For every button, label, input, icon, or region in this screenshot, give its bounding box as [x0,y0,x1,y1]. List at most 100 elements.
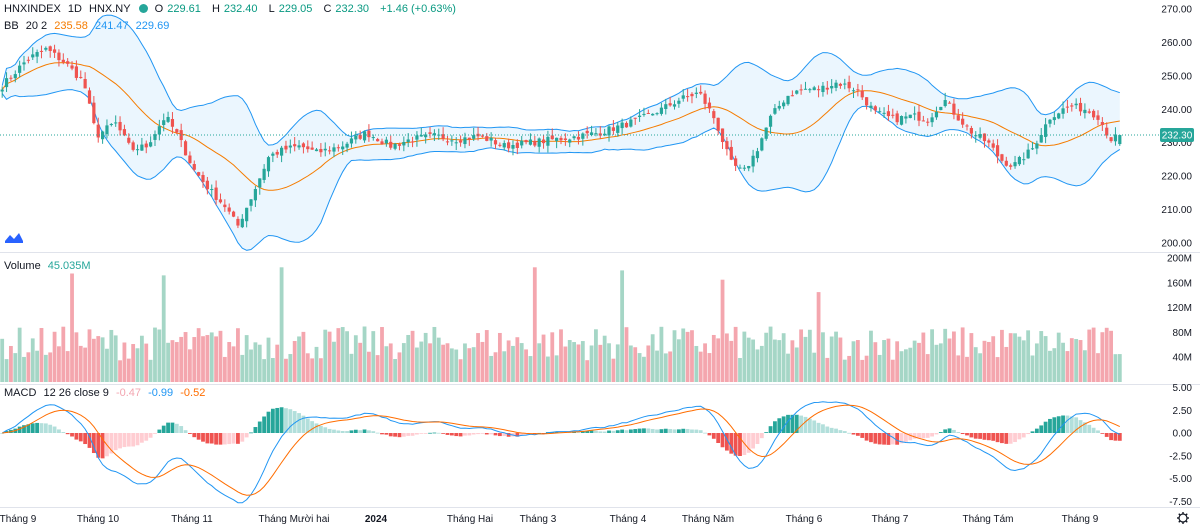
macd-histogram-bar[interactable] [161,425,166,433]
macd-histogram-bar[interactable] [1069,416,1074,433]
candle[interactable] [865,97,869,106]
volume-bar[interactable] [1008,333,1013,382]
macd-histogram-bar[interactable] [1100,433,1105,434]
volume-bar[interactable] [803,336,808,382]
volume-bar[interactable] [773,339,777,382]
macd-histogram-bar[interactable] [96,433,101,458]
volume-bar[interactable] [768,326,773,382]
volume-bar[interactable] [1026,330,1031,382]
candle[interactable] [397,144,402,146]
macd-histogram-bar[interactable] [777,418,782,433]
macd-histogram-bar[interactable] [1021,433,1026,438]
candle[interactable] [616,125,620,133]
candle[interactable] [236,218,240,226]
candle[interactable] [354,135,358,140]
candle[interactable] [703,93,707,104]
gear-icon[interactable] [1177,512,1189,524]
candle[interactable] [271,153,275,156]
volume-bar[interactable] [458,359,463,382]
volume-bar[interactable] [1113,354,1118,382]
candle[interactable] [524,140,528,143]
candle[interactable] [362,131,367,141]
candle[interactable] [1052,117,1056,121]
macd-histogram-bar[interactable] [179,426,184,433]
candle[interactable] [170,118,175,127]
macd-histogram-bar[interactable] [869,433,873,443]
macd-histogram-bar[interactable] [406,433,411,436]
volume-bar[interactable] [188,349,192,382]
volume-bar[interactable] [166,342,170,382]
candle[interactable] [633,117,637,119]
macd-histogram-bar[interactable] [899,433,904,444]
candle[interactable] [1035,143,1039,149]
candle[interactable] [323,148,327,151]
macd-histogram-bar[interactable] [943,429,948,433]
candle[interactable] [227,207,231,212]
candle[interactable] [441,134,445,139]
candle[interactable] [899,116,904,125]
volume-bar[interactable] [925,354,930,382]
macd-name[interactable]: MACD [4,387,37,399]
macd-histogram-bar[interactable] [764,432,769,433]
volume-bar[interactable] [681,328,686,382]
volume-bar[interactable] [890,359,895,382]
candle[interactable] [223,204,227,208]
macd-histogram-bar[interactable] [965,433,969,436]
candle[interactable] [389,141,393,148]
volume-bar[interactable] [17,327,22,382]
candle[interactable] [511,145,515,149]
candle[interactable] [895,113,899,123]
candle[interactable] [424,134,428,138]
macd-legend[interactable]: MACD 12 26 close 9 -0.47 -0.99 -0.52 [4,387,209,399]
candle[interactable] [699,91,703,94]
candle[interactable] [1043,124,1048,137]
volume-bar[interactable] [83,347,88,382]
candle[interactable] [651,113,655,116]
volume-bar[interactable] [637,353,642,382]
macd-histogram-bar[interactable] [39,423,44,433]
candle[interactable] [92,102,96,124]
candle[interactable] [969,127,973,134]
macd-histogram-bar[interactable] [628,429,633,433]
macd-histogram-bar[interactable] [1087,424,1092,433]
candle[interactable] [782,102,786,107]
volume-bar[interactable] [297,336,301,382]
macd-histogram-bar[interactable] [855,433,860,436]
candle[interactable] [952,103,956,115]
volume-bar[interactable] [9,345,13,382]
volume-bar[interactable] [1100,332,1105,382]
candle[interactable] [742,167,746,169]
macd-histogram-bar[interactable] [903,433,908,442]
macd-histogram-bar[interactable] [318,425,323,433]
candle[interactable] [856,89,860,91]
candle[interactable] [1030,148,1035,150]
volume-bar[interactable] [183,332,188,382]
candle[interactable] [795,90,799,94]
candle[interactable] [620,122,624,129]
candle[interactable] [188,155,192,164]
volume-bar[interactable] [759,345,764,382]
volume-bar[interactable] [1117,354,1122,382]
candle[interactable] [851,90,856,92]
macd-histogram-bar[interactable] [126,433,131,447]
macd-histogram-bar[interactable] [327,428,332,433]
candle[interactable] [768,115,773,127]
volume-bar[interactable] [620,270,625,382]
macd-histogram-bar[interactable] [266,411,271,433]
macd-histogram-bar[interactable] [580,431,585,433]
volume-bar[interactable] [838,337,843,382]
volume-bar[interactable] [161,275,166,382]
candle[interactable] [603,133,607,136]
candle[interactable] [472,135,476,139]
volume-bar[interactable] [1013,333,1017,382]
candle[interactable] [1017,157,1022,165]
candle[interactable] [694,92,698,94]
volume-bar[interactable] [314,346,319,382]
candle[interactable] [135,149,140,151]
candle[interactable] [489,137,493,141]
volume-bar[interactable] [711,334,716,382]
macd-histogram-bar[interactable] [1000,433,1004,444]
candle[interactable] [913,113,917,115]
candle[interactable] [18,65,22,73]
macd-histogram-bar[interactable] [886,433,891,445]
